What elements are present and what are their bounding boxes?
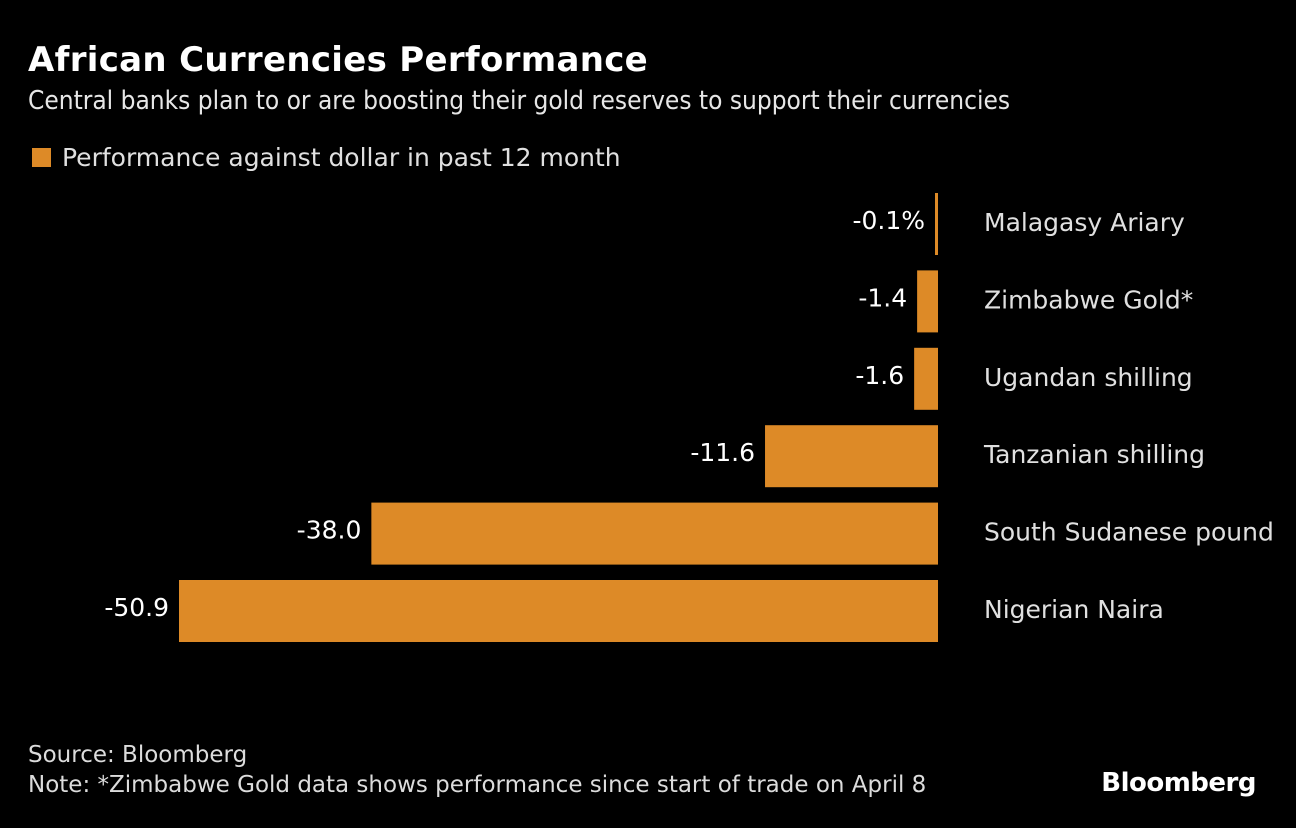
category-label-4: South Sudanese pound — [984, 518, 1274, 547]
category-label-3: Tanzanian shilling — [983, 440, 1205, 469]
source-note: Source: Bloomberg — [28, 742, 248, 768]
data-label-5: -50.9 — [104, 593, 169, 622]
bar-5 — [179, 580, 938, 642]
footnote: Note: *Zimbabwe Gold data shows performa… — [28, 772, 927, 798]
data-label-3: -11.6 — [690, 438, 755, 467]
data-label-2: -1.6 — [855, 361, 904, 390]
bar-1 — [917, 270, 938, 333]
category-label-2: Ugandan shilling — [984, 363, 1193, 392]
bar-chart: -0.1% Malagasy Ariary -1.4 Zimbabwe Gold* -1… — [104, 193, 1274, 642]
bar-2 — [914, 347, 938, 410]
data-label-0: -0.1% — [852, 206, 925, 235]
chart-subtitle: Central banks plan to or are boosting th… — [28, 86, 1011, 116]
legend-label: Performance against dollar in past 12 mo… — [62, 143, 621, 172]
chart-title: African Currencies Performance — [28, 40, 649, 80]
data-label-4: -38.0 — [297, 516, 362, 545]
bar-4 — [371, 502, 939, 565]
bloomberg-logo: Bloomberg — [1101, 768, 1256, 798]
category-label-5: Nigerian Naira — [984, 595, 1164, 624]
category-label-0: Malagasy Ariary — [984, 208, 1185, 237]
bar-3 — [765, 425, 938, 488]
category-label-1: Zimbabwe Gold* — [984, 285, 1193, 314]
bar-0 — [935, 193, 938, 255]
data-label-1: -1.4 — [858, 283, 907, 312]
legend-swatch — [32, 148, 51, 167]
legend: Performance against dollar in past 12 mo… — [28, 143, 621, 172]
